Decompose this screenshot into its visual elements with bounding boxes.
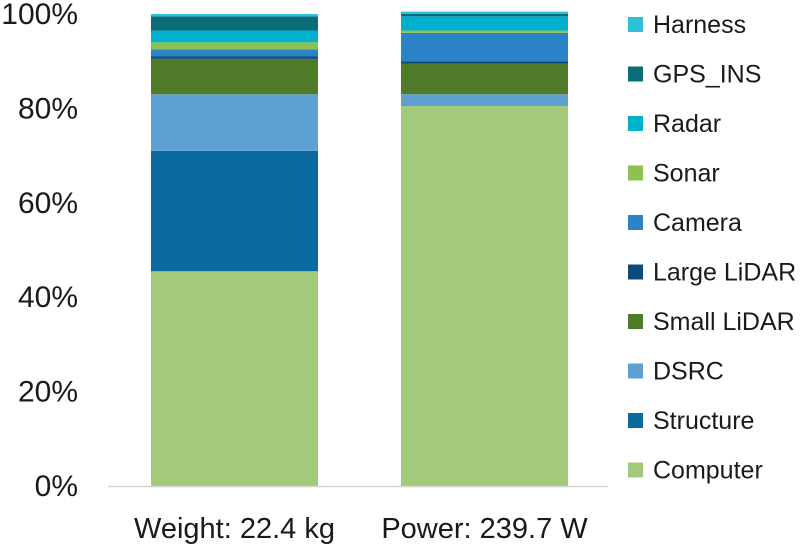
legend-label: Large LiDAR [653,259,796,287]
y-tick-label: 20% [18,376,78,409]
legend-item: Large LiDAR [628,259,796,287]
legend-label: Small LiDAR [653,308,795,336]
bar-segment-gps-ins [401,14,568,17]
legend-swatch [628,413,643,428]
bar-segment-large-lidar [401,61,568,64]
legend-label: Radar [653,110,721,138]
bar-segment-sonar [401,30,568,33]
bar-segment-computer [151,271,318,486]
bar-segment-dsrc [151,94,318,151]
bar-segment-large-lidar [151,56,318,59]
bar-segment-camera [151,49,318,57]
y-tick-label: 60% [18,187,78,220]
legend-swatch [628,215,643,230]
bar-segment-gps-ins [151,16,318,31]
legend-item: Sonar [628,160,720,188]
legend-swatch [628,66,643,82]
legend-label: Harness [653,11,746,39]
bar-segment-camera [401,32,568,62]
x-axis: Weight: 22.4 kg Power: 239.7 W [108,485,608,545]
legend-label: GPS_INS [653,61,761,89]
bar-segment-structure [151,150,318,272]
bar-segment-small-lidar [151,58,318,95]
bar-segment-harness [151,14,318,17]
legend-item: Structure [628,407,754,435]
y-tick-label: 40% [18,281,78,314]
x-category-label: Power: 239.7 W [381,513,588,545]
bar-segment-small-lidar [401,63,568,95]
legend-item: Small LiDAR [628,308,795,336]
legend-label: Structure [653,407,754,435]
legend-swatch [628,314,643,329]
legend-item: Camera [628,209,742,237]
legend-item: Harness [628,11,746,39]
legend-swatch [628,462,643,478]
y-tick-label: 0% [35,470,78,503]
legend-item: DSRC [628,358,724,386]
x-category-label: Weight: 22.4 kg [134,513,335,545]
y-tick-label: 80% [18,92,78,125]
legend-item: Radar [628,110,721,138]
bar-segment-sonar [151,42,318,50]
bar-segment-harness [401,11,568,14]
legend-label: Sonar [653,160,720,188]
bars [151,11,568,486]
legend-swatch [628,116,643,131]
bar-segment-radar [151,30,318,43]
legend-swatch [628,264,643,280]
y-axis: 0% 20% 40% 60% 80% 100% [1,0,78,503]
legend-item: Computer [628,457,763,485]
legend-label: Camera [653,209,742,237]
legend-swatch [628,17,643,32]
bar-segment-radar [401,16,568,31]
legend-label: DSRC [653,358,724,386]
legend-item: GPS_INS [628,61,761,89]
bar-segment-computer [401,106,568,486]
legend-swatch [628,165,643,181]
legend: Harness GPS_INS Radar Sonar Camera Large LiDA… [628,11,796,485]
legend-label: Computer [653,457,763,485]
y-tick-label: 100% [1,0,78,31]
legend-swatch [628,363,643,379]
bar-segment-dsrc [401,94,568,107]
